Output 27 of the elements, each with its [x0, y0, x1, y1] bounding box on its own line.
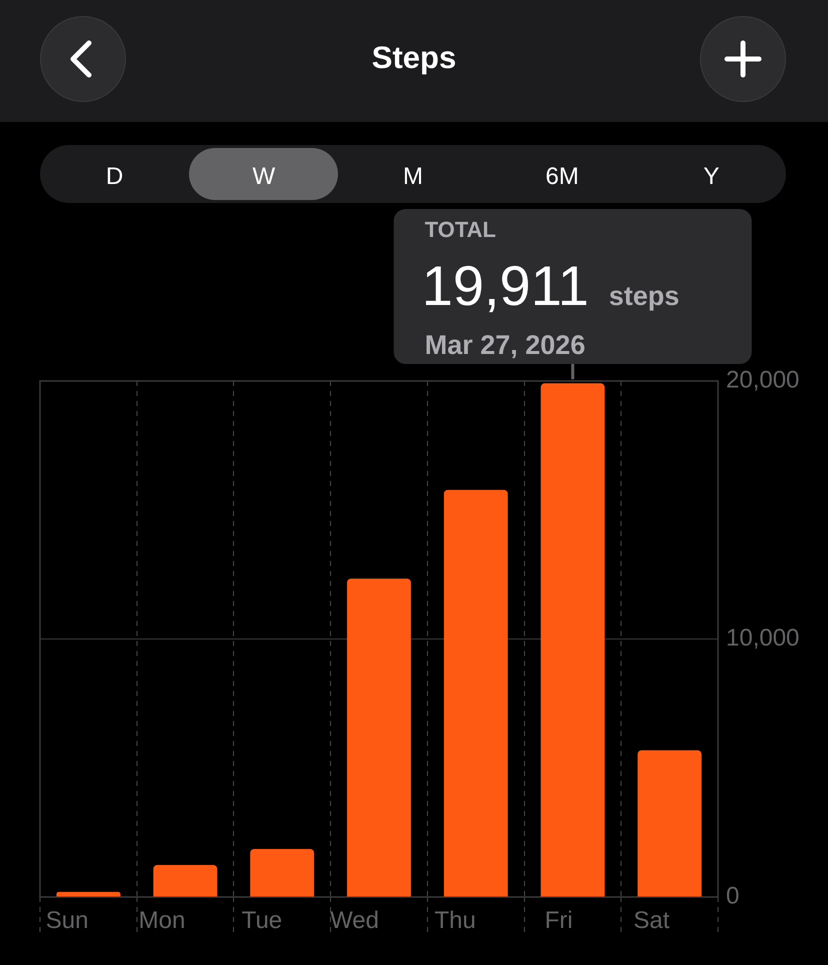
- x-tick-label: Mon: [138, 907, 186, 934]
- x-tick-label: Tue: [242, 907, 282, 934]
- text: D: [104, 162, 124, 192]
- data-label: 19,911: [422, 254, 589, 317]
- x-tick-label: Fri: [544, 907, 573, 934]
- y-tick-label: 0: [726, 882, 740, 910]
- bar: [444, 490, 508, 896]
- y-tick-label: 20,000: [726, 366, 800, 394]
- text: M: [402, 162, 424, 192]
- text: TOTAL: [424, 217, 496, 242]
- text: steps: [608, 281, 680, 311]
- text: Y: [702, 162, 720, 192]
- text: 6M: [544, 162, 580, 192]
- x-tick-label: Wed: [330, 907, 379, 934]
- x-tick-label: Thu: [434, 907, 476, 934]
- chart-title: Steps: [370, 40, 458, 76]
- bar: [347, 578, 411, 896]
- text: Mar 27, 2026: [424, 330, 586, 360]
- bar: [56, 892, 120, 896]
- bar: [638, 750, 702, 896]
- bar: [153, 865, 218, 896]
- bar: [540, 383, 605, 896]
- bar: [250, 849, 314, 896]
- text: W: [189, 148, 338, 200]
- y-tick-label: 10,000: [726, 624, 800, 652]
- x-tick-label: Sat: [634, 907, 670, 934]
- x-tick-label: Sun: [46, 907, 88, 934]
